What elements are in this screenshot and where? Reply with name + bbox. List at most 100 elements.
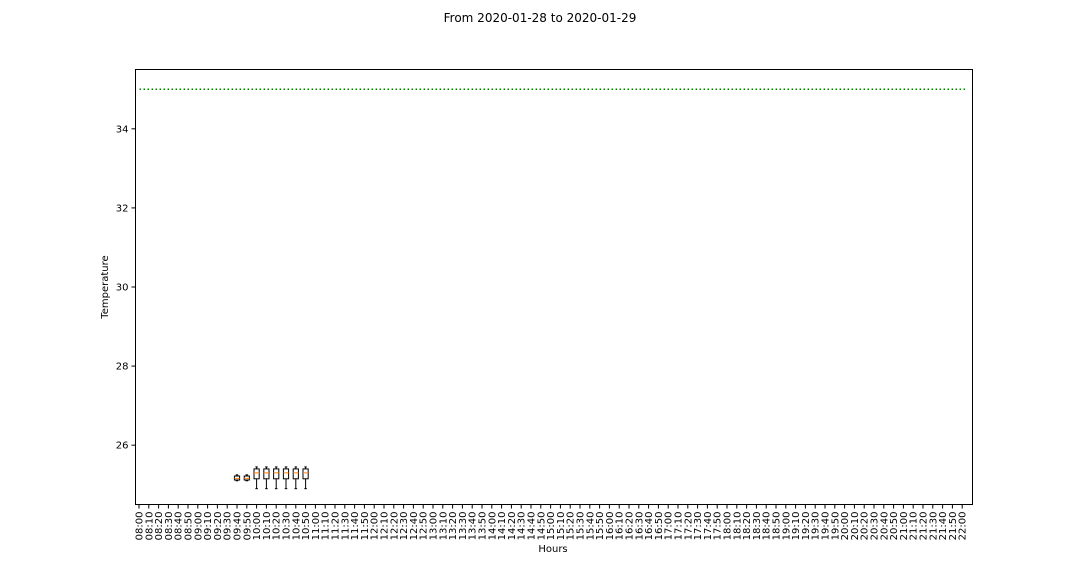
y-axis-label: Temperature	[100, 255, 111, 319]
boxes-layer	[233, 466, 309, 490]
x-tick-label: 18:00	[723, 512, 734, 541]
y-tick-label: 26	[116, 441, 129, 452]
x-tick-label: 13:40	[468, 512, 479, 541]
x-tick-label: 12:30	[399, 512, 410, 541]
x-tick-label: 20:40	[879, 512, 890, 541]
x-tick-label: 17:50	[713, 512, 724, 541]
x-tick-label: 16:50	[654, 512, 665, 541]
x-tick-label: 09:50	[242, 512, 253, 541]
x-tick-label: 08:50	[184, 512, 195, 541]
x-tick-label: 11:30	[340, 512, 351, 541]
x-tick-label: 18:30	[752, 512, 763, 541]
x-tick-label: 15:30	[576, 512, 587, 541]
box-09:40	[233, 474, 241, 482]
x-tick-label: 08:20	[154, 512, 165, 541]
y-tick-label: 30	[116, 283, 129, 294]
y-axis: 26 28 30 32 34	[116, 124, 136, 452]
x-tick-label: 09:30	[223, 512, 234, 541]
x-tick-label: 15:40	[585, 512, 596, 541]
x-tick-label: 18:20	[742, 512, 753, 541]
x-tick-label: 21:00	[899, 512, 910, 541]
x-tick-label: 21:50	[948, 512, 959, 541]
chart-title: From 2020-01-28 to 2020-01-29	[444, 11, 637, 25]
x-tick-label: 10:00	[252, 512, 263, 541]
x-tick-label: 17:00	[664, 512, 675, 541]
x-tick-label: 16:40	[644, 512, 655, 541]
x-tick-label: 15:10	[556, 512, 567, 541]
x-tick-label: 11:50	[360, 512, 371, 541]
x-tick-label: 12:20	[389, 512, 400, 541]
x-tick-label: 13:50	[478, 512, 489, 541]
box-body	[302, 468, 309, 480]
x-tick-label: 21:20	[919, 512, 930, 541]
x-tick-label: 14:40	[527, 512, 538, 541]
x-tick-label: 20:30	[870, 512, 881, 541]
x-tick-label: 17:30	[693, 512, 704, 541]
x-tick-label: 08:00	[135, 512, 146, 541]
x-tick-label: 12:50	[419, 512, 430, 541]
x-tick-label: 14:00	[487, 512, 498, 541]
box-10:40	[292, 466, 299, 490]
x-tick-label: 16:10	[615, 512, 626, 541]
x-tick-label: 11:20	[331, 512, 342, 541]
box-body	[273, 468, 280, 480]
x-tick-label: 14:10	[497, 511, 508, 540]
x-tick-label: 21:30	[928, 512, 939, 541]
x-tick-label: 10:10	[262, 512, 273, 541]
x-tick-label: 13:20	[448, 512, 459, 541]
x-axis: 08:0008:1008:2008:3008:4008:5009:0009:10…	[135, 504, 969, 541]
x-tick-label: 18:50	[772, 512, 783, 541]
x-tick-label: 11:10	[321, 512, 332, 541]
x-tick-label: 10:20	[272, 512, 283, 541]
x-tick-label: 12:40	[409, 512, 420, 541]
x-tick-label: 13:30	[458, 512, 469, 541]
y-tick-label: 32	[116, 203, 129, 214]
box-body	[253, 468, 260, 480]
x-tick-label: 08:30	[164, 512, 175, 541]
x-tick-label: 21:10	[909, 512, 920, 541]
x-tick-label: 19:20	[801, 512, 812, 541]
x-tick-label: 19:40	[821, 512, 832, 541]
box-09:50	[243, 474, 250, 482]
x-tick-label: 17:40	[703, 512, 714, 541]
x-tick-label: 13:00	[429, 512, 440, 541]
x-axis-label: Hours	[538, 544, 567, 555]
x-tick-label: 10:40	[291, 512, 302, 541]
x-tick-label: 10:50	[301, 512, 312, 541]
x-tick-label: 15:50	[595, 512, 606, 541]
x-tick-label: 09:40	[233, 512, 244, 541]
x-tick-label: 19:00	[781, 512, 792, 541]
x-tick-label: 18:10	[732, 512, 743, 541]
box-10:10	[263, 466, 270, 490]
x-tick-label: 09:00	[193, 512, 204, 541]
x-tick-label: 20:20	[860, 512, 871, 541]
box-10:30	[282, 466, 290, 490]
x-tick-label: 15:20	[566, 512, 577, 541]
box-10:20	[273, 466, 280, 490]
box-body	[282, 468, 290, 480]
x-tick-label: 18:40	[762, 512, 773, 541]
x-tick-label: 09:10	[203, 512, 214, 541]
x-tick-label: 20:50	[889, 512, 900, 541]
box-10:00	[253, 466, 260, 490]
x-tick-label: 19:50	[830, 512, 841, 541]
x-tick-label: 10:30	[282, 512, 293, 541]
plot-area-frame	[135, 69, 973, 505]
x-tick-label: 11:40	[350, 512, 361, 541]
y-tick-label: 28	[116, 362, 129, 373]
x-tick-label: 12:00	[370, 512, 381, 541]
x-tick-label: 08:10	[144, 512, 155, 541]
x-tick-label: 17:10	[674, 512, 685, 541]
x-tick-label: 13:10	[438, 512, 449, 541]
x-tick-label: 14:30	[517, 512, 528, 541]
x-tick-label: 21:40	[938, 512, 949, 541]
x-tick-label: 20:00	[840, 512, 851, 541]
x-tick-label: 08:40	[174, 512, 185, 541]
x-tick-label: 15:00	[546, 512, 557, 541]
x-tick-label: 14:50	[536, 512, 547, 541]
x-tick-label: 16:20	[625, 512, 636, 541]
box-10:50	[302, 466, 309, 490]
x-tick-label: 14:20	[507, 512, 518, 541]
x-tick-label: 19:30	[811, 512, 822, 541]
